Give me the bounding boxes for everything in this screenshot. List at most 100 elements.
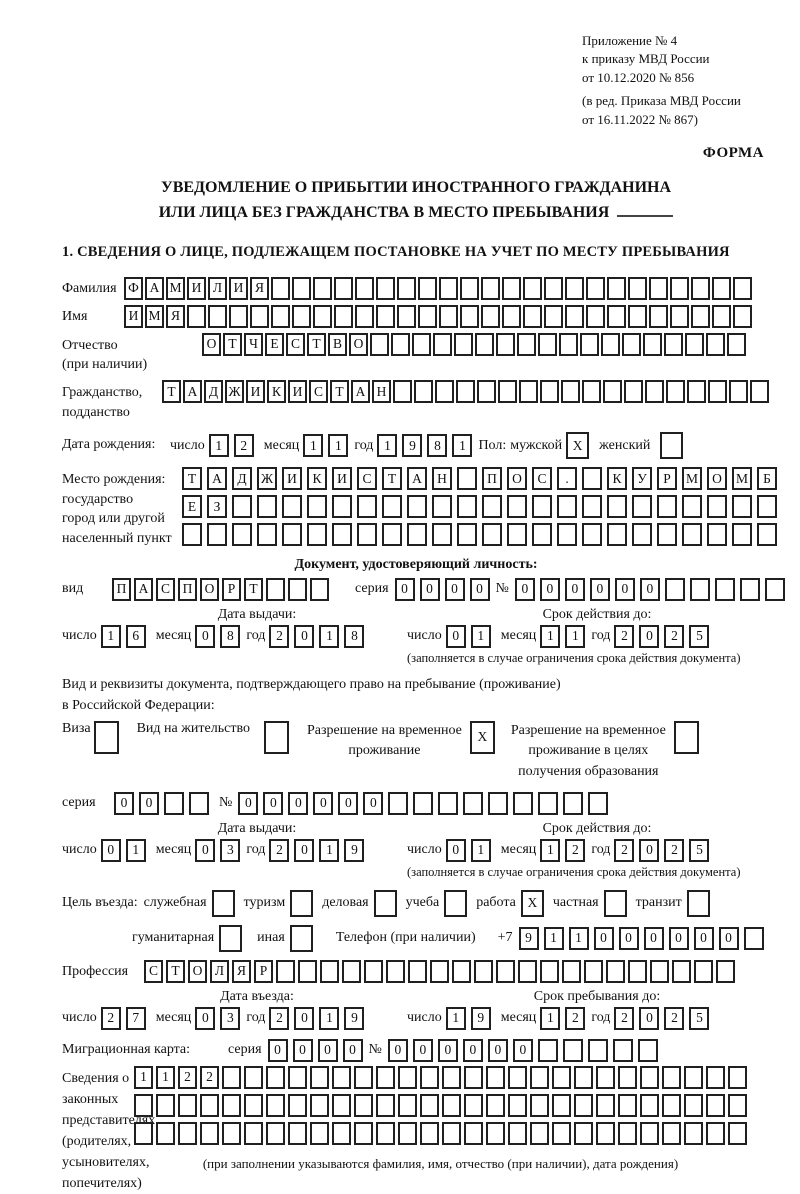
- char-box[interactable]: 5: [689, 838, 710, 862]
- char-box[interactable]: [691, 304, 710, 328]
- char-box[interactable]: [650, 959, 669, 983]
- char-box[interactable]: М: [732, 467, 752, 491]
- char-box[interactable]: [707, 495, 727, 519]
- char-box[interactable]: [565, 276, 584, 300]
- char-box[interactable]: [457, 495, 477, 519]
- char-box[interactable]: [672, 959, 691, 983]
- char-box[interactable]: [354, 1121, 373, 1145]
- char-box[interactable]: [707, 523, 727, 547]
- char-box[interactable]: 8: [427, 434, 448, 458]
- char-box[interactable]: [298, 959, 317, 983]
- char-box[interactable]: 1: [445, 1006, 466, 1030]
- char-box[interactable]: [586, 304, 605, 328]
- char-box[interactable]: 0: [437, 1038, 458, 1062]
- char-box[interactable]: 2: [614, 1006, 635, 1030]
- char-box[interactable]: [418, 304, 437, 328]
- char-box[interactable]: [393, 380, 412, 404]
- char-box[interactable]: Т: [166, 959, 185, 983]
- char-box[interactable]: 1: [319, 838, 340, 862]
- representatives-row2-input[interactable]: [134, 1093, 747, 1117]
- char-box[interactable]: 0: [114, 791, 134, 815]
- char-box[interactable]: [334, 304, 353, 328]
- char-box[interactable]: О: [349, 332, 368, 356]
- visa-checkbox[interactable]: [93, 720, 119, 754]
- char-box[interactable]: 2: [178, 1065, 197, 1089]
- char-box[interactable]: [530, 1093, 549, 1117]
- char-box[interactable]: [435, 380, 454, 404]
- char-box[interactable]: [582, 467, 602, 491]
- char-box[interactable]: [664, 577, 685, 601]
- char-box[interactable]: [354, 1093, 373, 1117]
- char-box[interactable]: [433, 332, 452, 356]
- char-box[interactable]: [561, 380, 580, 404]
- char-box[interactable]: [628, 276, 647, 300]
- char-box[interactable]: И: [332, 467, 352, 491]
- char-box[interactable]: Ф: [124, 276, 143, 300]
- char-box[interactable]: [354, 1065, 373, 1089]
- char-box[interactable]: 0: [462, 1038, 483, 1062]
- char-box[interactable]: [376, 276, 395, 300]
- char-box[interactable]: [544, 304, 563, 328]
- char-box[interactable]: [313, 276, 332, 300]
- char-box[interactable]: 5: [689, 1006, 710, 1030]
- char-box[interactable]: 0: [342, 1038, 363, 1062]
- char-box[interactable]: [706, 1065, 725, 1089]
- checkbox[interactable]: [603, 889, 627, 917]
- char-box[interactable]: Д: [204, 380, 223, 404]
- char-box[interactable]: [464, 1121, 483, 1145]
- representatives-row3-input[interactable]: [134, 1121, 747, 1145]
- char-box[interactable]: [244, 1093, 263, 1117]
- char-box[interactable]: С: [357, 467, 377, 491]
- char-box[interactable]: 9: [518, 926, 539, 950]
- char-box[interactable]: 2: [269, 624, 290, 648]
- char-box[interactable]: [607, 276, 626, 300]
- char-box[interactable]: [657, 495, 677, 519]
- char-box[interactable]: [743, 926, 764, 950]
- char-box[interactable]: О: [707, 467, 727, 491]
- char-box[interactable]: 0: [338, 791, 359, 815]
- char-box[interactable]: 0: [363, 791, 384, 815]
- char-box[interactable]: [728, 1065, 747, 1089]
- char-box[interactable]: [420, 1121, 439, 1145]
- char-box[interactable]: [716, 959, 735, 983]
- checkbox[interactable]: [290, 889, 314, 917]
- char-box[interactable]: [739, 577, 760, 601]
- char-box[interactable]: [456, 380, 475, 404]
- char-box[interactable]: И: [187, 276, 206, 300]
- char-box[interactable]: 1: [543, 926, 564, 950]
- char-box[interactable]: [229, 304, 248, 328]
- char-box[interactable]: А: [407, 467, 427, 491]
- checkbox[interactable]: [289, 924, 313, 952]
- checkbox[interactable]: [211, 889, 235, 917]
- char-box[interactable]: [439, 276, 458, 300]
- char-box[interactable]: [310, 577, 329, 601]
- char-box[interactable]: [706, 1121, 725, 1145]
- char-box[interactable]: [530, 1065, 549, 1089]
- char-box[interactable]: [178, 1093, 197, 1117]
- char-box[interactable]: Т: [307, 332, 326, 356]
- char-box[interactable]: 2: [565, 838, 586, 862]
- char-box[interactable]: [355, 276, 374, 300]
- char-box[interactable]: [618, 1065, 637, 1089]
- char-box[interactable]: [733, 304, 752, 328]
- char-box[interactable]: [606, 959, 625, 983]
- char-box[interactable]: [474, 959, 493, 983]
- char-box[interactable]: [519, 380, 538, 404]
- char-box[interactable]: Ч: [244, 332, 263, 356]
- char-box[interactable]: [457, 523, 477, 547]
- char-box[interactable]: [207, 523, 227, 547]
- char-box[interactable]: С: [532, 467, 552, 491]
- char-box[interactable]: Т: [382, 467, 402, 491]
- char-box[interactable]: [728, 1121, 747, 1145]
